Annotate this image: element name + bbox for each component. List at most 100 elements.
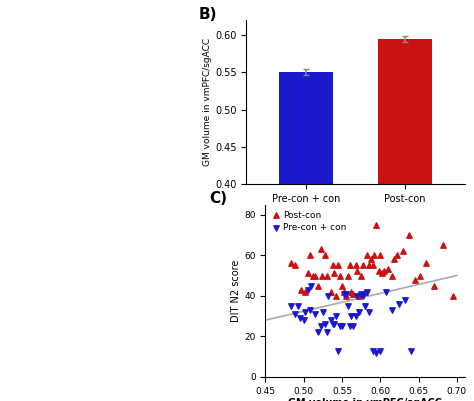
Post-con (311, 272, 319, 279)
Pre-con + con (407, 347, 415, 354)
Post-con (370, 252, 378, 258)
Pre-con + con (396, 301, 403, 307)
Pre-con + con (301, 309, 309, 315)
X-axis label: GM volume in vmPFC/sgACC: GM volume in vmPFC/sgACC (288, 399, 442, 401)
Post-con (355, 293, 363, 299)
Post-con (361, 289, 369, 295)
Pre-con + con (300, 317, 308, 323)
Post-con (306, 252, 314, 258)
Post-con (365, 262, 373, 269)
Post-con (319, 272, 326, 279)
Post-con (329, 262, 337, 269)
Post-con (321, 252, 329, 258)
Post-con (384, 266, 392, 273)
Pre-con + con (369, 347, 376, 354)
Post-con (309, 272, 317, 279)
Post-con (375, 268, 383, 275)
Post-con (298, 286, 305, 293)
Pre-con + con (344, 303, 352, 309)
Pre-con + con (304, 286, 311, 293)
Pre-con + con (308, 282, 315, 289)
Pre-con + con (355, 309, 363, 315)
Post-con (376, 252, 384, 258)
Pre-con + con (340, 291, 347, 297)
Pre-con + con (383, 289, 390, 295)
Y-axis label: GM volume in vmPFC/sgACC: GM volume in vmPFC/sgACC (203, 38, 212, 166)
Pre-con + con (291, 311, 298, 317)
Post-con (327, 289, 334, 295)
Pre-con + con (306, 307, 314, 313)
Post-con (304, 270, 311, 277)
Pre-con + con (337, 323, 344, 330)
Pre-con + con (329, 321, 337, 327)
Pre-con + con (373, 349, 380, 356)
Text: B): B) (199, 7, 217, 22)
Text: C): C) (210, 191, 228, 206)
Post-con (369, 262, 376, 269)
Pre-con + con (334, 347, 342, 354)
Pre-con + con (317, 323, 324, 330)
Pre-con + con (327, 317, 334, 323)
Pre-con + con (319, 309, 327, 315)
Pre-con + con (350, 323, 357, 330)
Post-con (314, 282, 321, 289)
Post-con (338, 282, 346, 289)
Pre-con + con (365, 309, 373, 315)
Post-con (406, 232, 413, 238)
Post-con (347, 289, 355, 295)
Post-con (378, 270, 386, 277)
Post-con (330, 270, 338, 277)
Post-con (332, 293, 340, 299)
Pre-con + con (346, 323, 354, 330)
Pre-con + con (324, 293, 332, 299)
Pre-con + con (354, 293, 361, 299)
Post-con (360, 262, 367, 269)
Pre-con + con (294, 303, 301, 309)
Pre-con + con (376, 347, 384, 354)
Post-con (350, 291, 357, 297)
Pre-con + con (361, 303, 369, 309)
Post-con (342, 293, 350, 299)
Pre-con + con (314, 329, 321, 336)
Post-con (344, 272, 352, 279)
Pre-con + con (311, 311, 319, 317)
Pre-con + con (321, 321, 329, 327)
Pre-con + con (401, 297, 409, 303)
Post-con (346, 262, 354, 269)
Post-con (373, 222, 380, 228)
Post-con (439, 242, 447, 248)
Post-con (354, 268, 361, 275)
Post-con (367, 256, 375, 263)
Pre-con + con (330, 321, 338, 327)
Post-con (430, 282, 438, 289)
Bar (279, 72, 333, 401)
Pre-con + con (360, 293, 367, 299)
Post-con (317, 246, 324, 252)
Post-con (380, 268, 388, 275)
Post-con (416, 272, 424, 279)
Pre-con + con (296, 315, 304, 321)
Post-con (352, 262, 360, 269)
Post-con (390, 256, 398, 263)
Bar (378, 39, 432, 401)
Post-con (393, 252, 401, 258)
Pre-con + con (342, 291, 350, 297)
Pre-con + con (332, 313, 340, 319)
Post-con (400, 248, 407, 254)
Post-con (422, 260, 430, 267)
Pre-con + con (363, 289, 370, 295)
Pre-con + con (347, 313, 355, 319)
Post-con (291, 262, 298, 269)
Post-con (288, 260, 295, 267)
Y-axis label: DIT N2 score: DIT N2 score (231, 259, 241, 322)
Post-con (357, 272, 365, 279)
Pre-con + con (323, 329, 330, 336)
Legend: Post-con, Pre-con + con: Post-con, Pre-con + con (270, 209, 349, 234)
Pre-con + con (338, 323, 346, 330)
Post-con (411, 276, 419, 283)
Post-con (334, 262, 342, 269)
Post-con (323, 272, 330, 279)
Post-con (301, 289, 309, 295)
Post-con (388, 272, 396, 279)
Pre-con + con (287, 303, 294, 309)
